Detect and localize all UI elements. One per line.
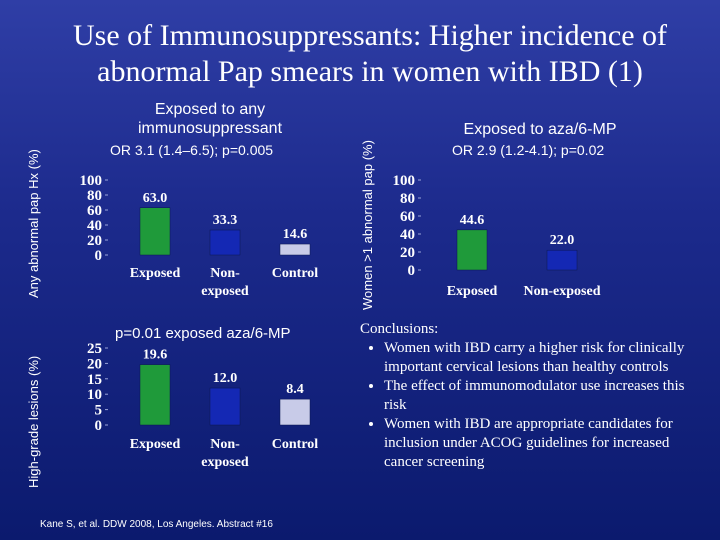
citation: Kane S, et al. DDW 2008, Los Angeles. Ab… — [40, 519, 273, 530]
conclusion-item: The effect of immunomodulator use increa… — [384, 377, 705, 415]
data-label: 19.6 — [143, 348, 168, 363]
y-tick-label: 0 — [95, 248, 103, 264]
bar — [279, 398, 311, 426]
panel-top-left-stat: OR 3.1 (1.4–6.5); p=0.005 — [110, 142, 274, 158]
conclusions-heading: Conclusions: — [360, 321, 439, 337]
bar — [209, 229, 241, 256]
conclusion-item: Women with IBD are appropriate candidate… — [384, 415, 705, 472]
panel-top-right-stat: OR 2.9 (1.2-4.1); p=0.02 — [452, 142, 605, 158]
y-tick-label: 20 — [400, 245, 415, 261]
category-label: Non- — [210, 437, 240, 452]
data-label: 33.3 — [213, 213, 238, 228]
panel-bottom-left-heading: p=0.01 exposed aza/6-MP — [115, 325, 291, 342]
bar — [546, 249, 578, 271]
y-tick-label: 80 — [400, 191, 415, 207]
y-tick-label: 20 — [87, 233, 102, 249]
category-label: exposed — [201, 455, 249, 470]
y-tick-label: 60 — [87, 203, 102, 219]
panel-top-right-heading: Exposed to aza/6-MP — [463, 121, 617, 138]
panel-top-left-heading: Exposed to any immunosuppressant — [137, 101, 283, 137]
data-label: 63.0 — [143, 191, 168, 206]
y-tick-label: 25 — [87, 341, 102, 357]
y-tick-label: 100 — [393, 173, 416, 189]
data-label: 22.0 — [550, 233, 575, 248]
conclusions: Conclusions: Women with IBD carry a high… — [360, 320, 705, 472]
bar — [279, 243, 311, 256]
category-label: Exposed — [130, 266, 181, 281]
category-label: Non- — [210, 266, 240, 281]
y-tick-label: 5 — [95, 403, 103, 419]
bar — [139, 364, 171, 426]
data-label: 44.6 — [460, 213, 485, 228]
y-tick-label: 0 — [95, 418, 103, 434]
y-tick-label: 20 — [87, 356, 102, 372]
y-tick-label: 40 — [87, 218, 102, 234]
data-label: 14.6 — [283, 227, 308, 242]
conclusion-item: Women with IBD carry a higher risk for c… — [384, 339, 705, 377]
category-label: Exposed — [447, 284, 498, 299]
panel-bottom-left-ylabel: High-grade lesions (%) — [26, 355, 41, 488]
conclusions-list: Women with IBD carry a higher risk for c… — [360, 339, 705, 472]
slide-title: Use of Immunosuppressants: Higher incide… — [72, 19, 668, 88]
y-tick-label: 80 — [87, 188, 102, 204]
chart-more-than-one-abnormal-pap: 100 80 60 40 20 0 44.6 Exposed 22.0 Non-exposed — [393, 173, 601, 299]
data-label: 8.4 — [286, 382, 304, 397]
y-tick-label: 100 — [80, 173, 103, 189]
y-tick-label: 0 — [408, 263, 416, 279]
category-label: Control — [272, 437, 319, 452]
panel-top-right-ylabel: Women >1 abnormal pap (%) — [360, 140, 375, 310]
bar — [209, 387, 241, 426]
category-label: Non-exposed — [523, 284, 600, 299]
y-tick-label: 15 — [87, 372, 102, 388]
category-label: Control — [272, 266, 319, 281]
bar — [139, 207, 171, 256]
category-label: exposed — [201, 284, 249, 299]
y-tick-label: 40 — [400, 227, 415, 243]
panel-top-left-ylabel: Any abnormal pap Hx (%) — [26, 149, 41, 298]
category-label: Exposed — [130, 437, 181, 452]
y-tick-label: 10 — [87, 387, 102, 403]
data-label: 12.0 — [213, 371, 238, 386]
bar — [456, 229, 488, 271]
y-tick-label: 60 — [400, 209, 415, 225]
